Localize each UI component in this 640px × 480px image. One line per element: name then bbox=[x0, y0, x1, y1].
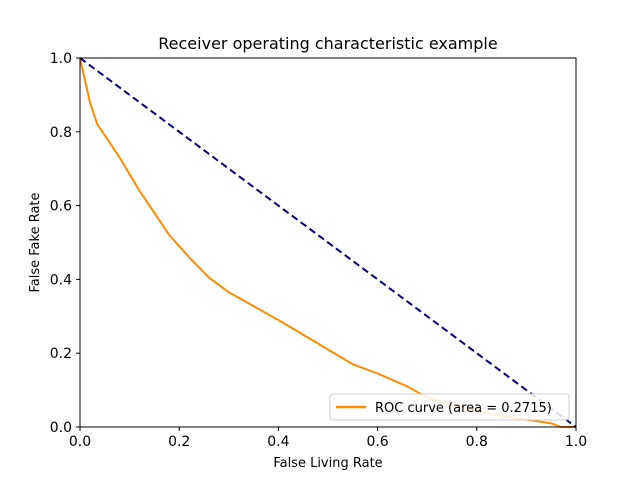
y-tick-label: 0.0 bbox=[50, 420, 72, 436]
x-axis-label: False Living Rate bbox=[273, 456, 382, 471]
x-tick-label: 0.2 bbox=[168, 434, 190, 450]
x-tick-label: 0.4 bbox=[267, 434, 289, 450]
x-tick-label: 0.8 bbox=[466, 434, 488, 450]
chart-title: Receiver operating characteristic exampl… bbox=[158, 34, 497, 53]
y-tick-label: 0.4 bbox=[50, 272, 72, 288]
x-tick-label: 0.6 bbox=[366, 434, 388, 450]
plot-frame bbox=[79, 57, 577, 428]
plot-area bbox=[79, 57, 577, 428]
y-tick-label: 1.0 bbox=[50, 51, 72, 67]
y-tick-label: 0.2 bbox=[50, 346, 72, 362]
legend-box bbox=[329, 393, 570, 421]
diagonal-reference-line bbox=[79, 57, 577, 428]
legend-label-roc: ROC curve (area = 0.2715) bbox=[375, 401, 552, 416]
x-tick-label: 1.0 bbox=[565, 434, 587, 450]
x-tick-label: 0.0 bbox=[69, 434, 91, 450]
y-axis-label: False Fake Rate bbox=[28, 192, 43, 292]
y-tick-label: 0.8 bbox=[50, 125, 72, 141]
y-tick-label: 0.6 bbox=[50, 199, 72, 215]
legend: ROC curve (area = 0.2715) bbox=[329, 393, 570, 421]
